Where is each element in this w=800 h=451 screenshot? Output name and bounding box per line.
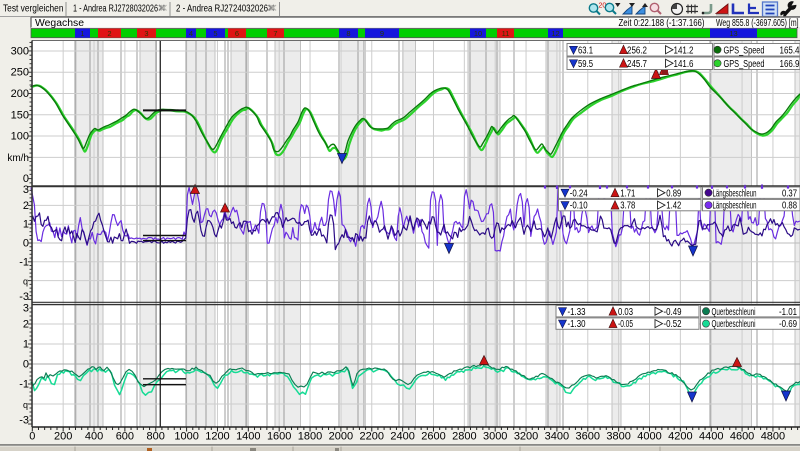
svg-text:3: 3 [144, 29, 148, 38]
svg-text:13: 13 [729, 29, 737, 38]
svg-text:-1: -1 [19, 256, 29, 268]
svg-text:1400: 1400 [236, 431, 260, 443]
svg-text:-3: -3 [19, 291, 29, 303]
svg-text:6: 6 [235, 29, 239, 38]
svg-text:2800: 2800 [452, 431, 476, 443]
svg-text:141.6: 141.6 [674, 59, 694, 70]
svg-text:1 - Andrea RJ2728032026: 1 - Andrea RJ2728032026 [73, 4, 158, 15]
svg-text:3600: 3600 [576, 431, 600, 443]
svg-text:2 - Andrea RJ2724032026: 2 - Andrea RJ2724032026 [176, 4, 268, 15]
svg-text:2: 2 [23, 319, 29, 331]
svg-text:Zeit 0:22.188 (-1:37.166): Zeit 0:22.188 (-1:37.166) [619, 18, 705, 29]
svg-text:256.2: 256.2 [627, 45, 647, 56]
svg-text:0.37: 0.37 [782, 188, 797, 199]
svg-text:-0.24: -0.24 [570, 188, 588, 199]
svg-text:3000: 3000 [483, 431, 507, 443]
svg-text:3400: 3400 [545, 431, 569, 443]
svg-text:9: 9 [380, 29, 384, 38]
svg-text:q: q [23, 400, 28, 410]
svg-text:1.42: 1.42 [666, 201, 681, 212]
svg-text:20: 20 [599, 3, 607, 10]
svg-text:-1.33: -1.33 [568, 307, 586, 318]
svg-text:Längsbeschleun: Längsbeschleun [713, 188, 757, 199]
svg-text:100: 100 [11, 131, 29, 143]
svg-text:2400: 2400 [390, 431, 414, 443]
svg-text:1600: 1600 [267, 431, 291, 443]
svg-text:5: 5 [213, 29, 217, 38]
svg-text:600: 600 [116, 431, 134, 443]
svg-text:150: 150 [11, 109, 29, 121]
svg-text:4800: 4800 [761, 431, 785, 443]
svg-text:Querbeschleuni: Querbeschleuni [712, 319, 756, 330]
svg-text:63.1: 63.1 [578, 45, 593, 56]
svg-text:141.2: 141.2 [674, 45, 694, 56]
svg-text:3800: 3800 [606, 431, 630, 443]
svg-text:4200: 4200 [668, 431, 692, 443]
svg-text:1.71: 1.71 [620, 188, 635, 199]
svg-text:4: 4 [189, 29, 193, 38]
svg-text:800: 800 [147, 431, 165, 443]
svg-text:q: q [23, 277, 28, 287]
svg-text:2: 2 [23, 200, 29, 212]
svg-text:0.03: 0.03 [618, 307, 633, 318]
svg-text:59.5: 59.5 [578, 59, 593, 70]
svg-text:2: 2 [107, 29, 111, 38]
svg-text:-1.01: -1.01 [779, 307, 797, 318]
svg-text:1: 1 [23, 339, 29, 351]
svg-text:Test vergleichen: Test vergleichen [3, 4, 64, 15]
svg-text:0.89: 0.89 [666, 188, 681, 199]
svg-text:1: 1 [23, 219, 29, 231]
svg-text:2000: 2000 [329, 431, 353, 443]
svg-text:Wegachse: Wegachse [35, 18, 84, 29]
svg-text:-0.52: -0.52 [664, 319, 682, 330]
svg-text:0: 0 [23, 238, 29, 250]
svg-text:GPS_Speed: GPS_Speed [724, 59, 765, 70]
svg-text:-0.69: -0.69 [779, 319, 797, 330]
svg-text:Weg 855.8 (-3697.605) [m]: Weg 855.8 (-3697.605) [m] [716, 18, 799, 29]
svg-text:-0.49: -0.49 [664, 307, 682, 318]
svg-text:250: 250 [11, 67, 29, 79]
svg-text:km/h: km/h [7, 153, 29, 164]
svg-text:4600: 4600 [730, 431, 754, 443]
svg-text:0: 0 [29, 431, 35, 443]
svg-text:3200: 3200 [514, 431, 538, 443]
svg-text:1200: 1200 [205, 431, 229, 443]
svg-text:2200: 2200 [360, 431, 384, 443]
svg-text:0: 0 [23, 359, 29, 371]
svg-text:200: 200 [11, 88, 29, 100]
svg-text:-0.05: -0.05 [618, 319, 633, 330]
svg-text:4000: 4000 [637, 431, 661, 443]
svg-text:0.88: 0.88 [782, 201, 797, 212]
svg-text:400: 400 [85, 431, 103, 443]
svg-text:-1.30: -1.30 [568, 319, 586, 330]
svg-text:10: 10 [474, 29, 482, 38]
svg-text:7: 7 [273, 29, 277, 38]
svg-text:3: 3 [23, 184, 29, 196]
svg-text:Längsbeschleun: Längsbeschleun [713, 201, 757, 212]
svg-text:1: 1 [80, 29, 84, 38]
svg-text:300: 300 [11, 45, 29, 57]
svg-text:245.7: 245.7 [627, 59, 647, 70]
svg-text:-1: -1 [19, 379, 29, 391]
svg-text:8: 8 [346, 29, 350, 38]
svg-text:GPS_Speed: GPS_Speed [724, 45, 765, 56]
svg-text:2600: 2600 [421, 431, 445, 443]
svg-text:3: 3 [23, 303, 29, 315]
svg-text:11: 11 [502, 29, 510, 38]
svg-text:165.4: 165.4 [780, 45, 800, 56]
svg-text:3.78: 3.78 [620, 201, 635, 212]
svg-text:Querbeschleuni: Querbeschleuni [712, 307, 756, 318]
svg-text:-3: -3 [19, 415, 29, 427]
svg-text:200: 200 [54, 431, 72, 443]
svg-text:4400: 4400 [699, 431, 723, 443]
svg-text:0: 0 [23, 173, 29, 185]
svg-text:12: 12 [551, 29, 559, 38]
svg-text:1000: 1000 [174, 431, 198, 443]
svg-text:166.9: 166.9 [780, 59, 800, 70]
svg-text:-0.10: -0.10 [570, 201, 588, 212]
svg-text:1800: 1800 [298, 431, 322, 443]
